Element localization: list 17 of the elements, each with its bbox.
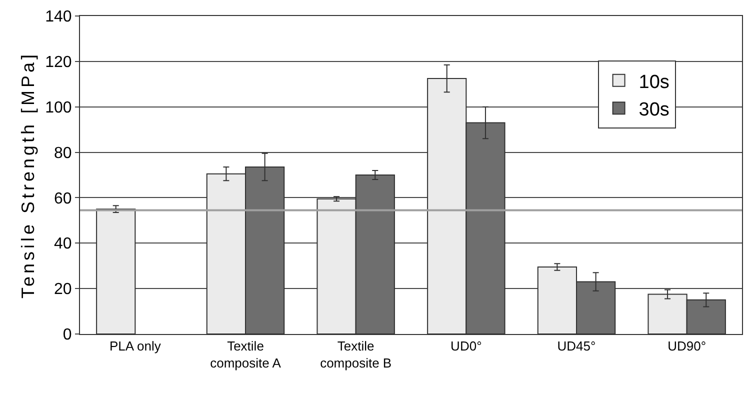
y-tick-label: 80 [54, 144, 72, 162]
y-tick-label: 100 [45, 99, 72, 116]
x-tick-label: UD90° [668, 338, 706, 354]
x-tick-label: Textile composite A [210, 338, 282, 370]
y-tick-label: 20 [54, 281, 72, 298]
x-tick-label: PLA only [110, 338, 162, 354]
x-tick-label: Textile composite B [320, 338, 392, 370]
y-tick-label: 0 [62, 326, 72, 344]
y-tick-label: 120 [45, 54, 72, 72]
y-tick-label: 60 [54, 190, 72, 208]
y-axis-title: Tensile Strength [MPa] [18, 51, 38, 299]
x-tick-label: UD0° [450, 338, 482, 354]
y-tick-label: 140 [45, 8, 72, 26]
y-tick-label: 40 [54, 236, 72, 253]
x-tick-label: UD45° [557, 338, 596, 354]
legend-label: 30s [638, 99, 670, 120]
legend-label: 10s [638, 72, 670, 93]
